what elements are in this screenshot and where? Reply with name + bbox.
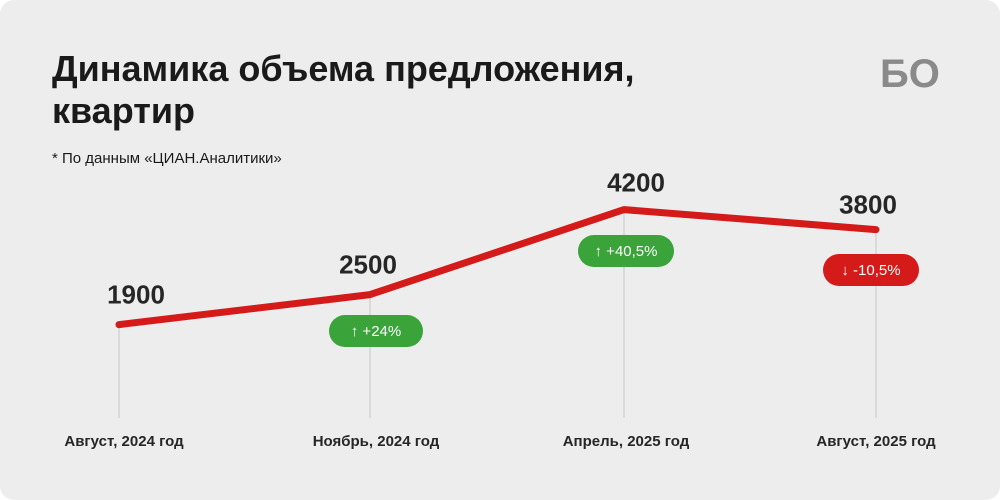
change-badge-label: ↑ +40,5%: [595, 243, 658, 260]
change-badge: [823, 254, 919, 286]
x-tick-label: Апрель, 2025 год: [563, 433, 690, 450]
change-badge-label: ↓ -10,5%: [841, 262, 900, 279]
value-label: 4200: [607, 168, 665, 198]
value-label: 3800: [839, 190, 897, 220]
source-footnote: * По данным «ЦИАН.Аналитики»: [52, 150, 282, 167]
x-tick-label: Август, 2024 год: [64, 433, 184, 450]
bo-logo-icon: БО: [880, 52, 940, 94]
value-label: 2500: [339, 250, 397, 280]
change-badge: [578, 235, 674, 267]
chart-title: Динамика объема предложения, квартир: [52, 48, 635, 131]
x-tick-label: Ноябрь, 2024 год: [313, 433, 440, 450]
logo-text: БО: [880, 52, 940, 94]
value-label: 1900: [107, 280, 165, 310]
x-tick-label: Август, 2025 год: [816, 433, 936, 450]
change-badge-label: ↑ +24%: [351, 323, 401, 340]
series-line: [115, 206, 880, 329]
change-badge: [329, 315, 423, 347]
